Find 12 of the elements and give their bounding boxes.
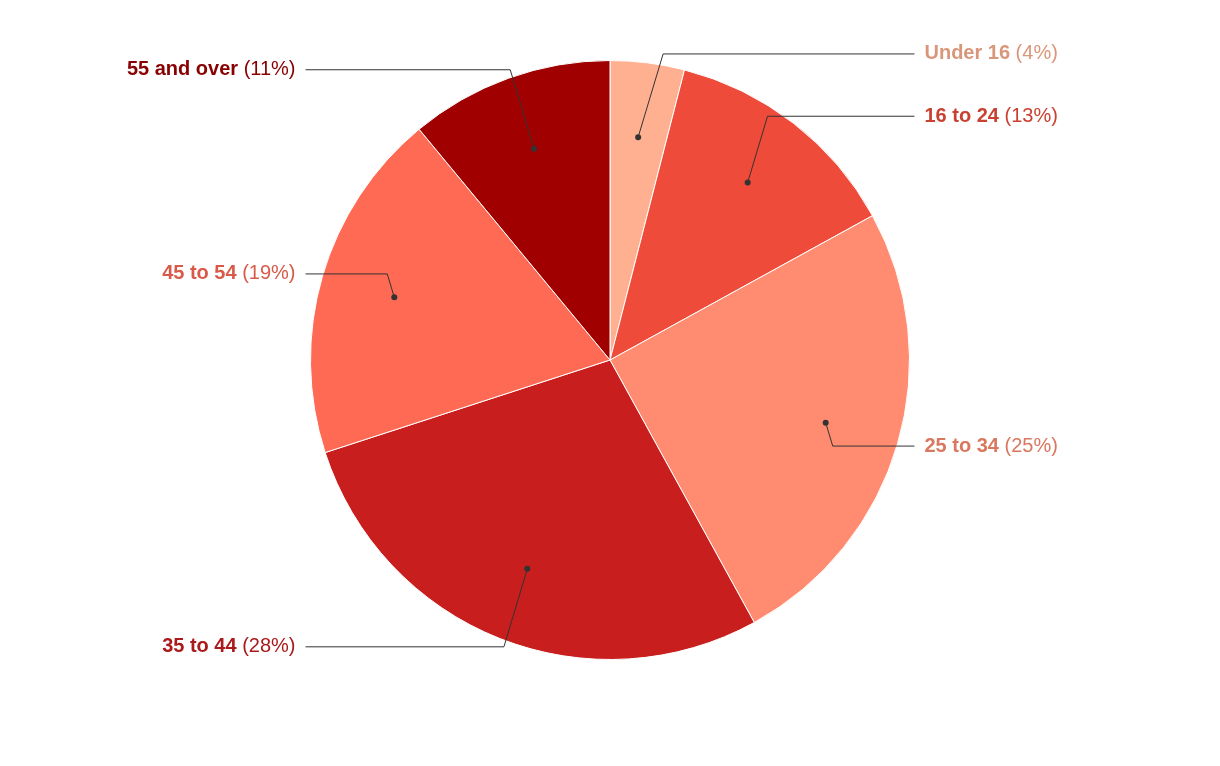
data-label: (13%) [998,103,1058,126]
data-label: (11%) [238,57,296,80]
slice-label: 45 to 54 [162,261,238,284]
data-label: (4%) [1010,41,1058,64]
data-label: (28%) [236,634,296,657]
slice-label: 55 and over [126,57,239,80]
slice-label: 16 to 24 [924,103,1000,126]
slice-label: Under 16 [924,41,1011,64]
data-label: (25%) [998,433,1058,456]
slice-label: 35 to 44 [162,634,238,657]
data-label: (19%) [236,261,296,284]
slice-label: 25 to 34 [924,433,1000,456]
